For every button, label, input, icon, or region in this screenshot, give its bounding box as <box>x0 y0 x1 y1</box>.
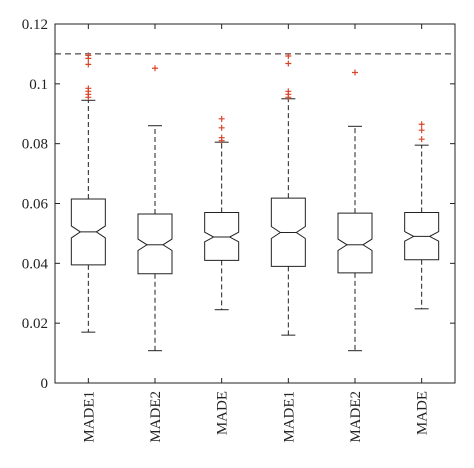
box-group <box>404 121 440 310</box>
box-group <box>337 69 373 352</box>
x-category-label: MADE1 <box>81 391 97 443</box>
outlier-marker <box>152 65 158 72</box>
outlier-marker <box>418 121 425 128</box>
x-category-label: MADE <box>215 391 231 435</box>
y-tick-label: 0.06 <box>22 197 49 213</box>
notched-box <box>137 213 173 275</box>
notched-box <box>70 198 106 266</box>
notched-box <box>404 211 440 261</box>
outlier-marker <box>285 94 292 101</box>
x-category-label: MADE1 <box>281 391 297 443</box>
outlier-marker <box>352 69 358 76</box>
plot-frame <box>54 23 456 384</box>
outlier-marker <box>218 137 225 144</box>
y-tick-label: 0.08 <box>22 137 48 153</box>
x-category-labels: MADE1 MADE2 MADE MADE1 MADE2 MADE <box>81 391 430 443</box>
outlier-marker <box>218 124 225 131</box>
y-tick-labels: 0 0.02 0.04 0.06 0.08 0.1 0.12 <box>22 17 49 392</box>
notched-box <box>270 197 306 267</box>
y-tick-label: 0.12 <box>22 17 48 33</box>
outlier-marker <box>85 61 92 68</box>
box-group <box>204 115 240 311</box>
outlier-marker <box>418 136 425 143</box>
x-category-label: MADE2 <box>348 391 364 443</box>
box-group <box>70 52 106 333</box>
box-group <box>137 65 173 352</box>
outlier-marker <box>285 53 292 60</box>
y-tick-label: 0.04 <box>22 256 49 272</box>
outlier-marker <box>285 60 292 67</box>
outlier-marker <box>85 94 92 101</box>
box-group <box>270 53 306 336</box>
y-tick-label: 0 <box>41 376 49 392</box>
x-category-label: MADE2 <box>148 391 164 443</box>
axes <box>54 23 456 384</box>
notched-box <box>337 212 373 274</box>
outlier-marker <box>85 55 92 62</box>
outlier-marker <box>218 115 225 122</box>
x-category-label: MADE <box>415 391 431 435</box>
boxes <box>70 52 440 352</box>
y-tick-label: 0.1 <box>29 77 48 93</box>
outlier-marker <box>418 127 425 134</box>
y-tick-label: 0.02 <box>22 316 48 332</box>
notched-box <box>204 211 240 261</box>
